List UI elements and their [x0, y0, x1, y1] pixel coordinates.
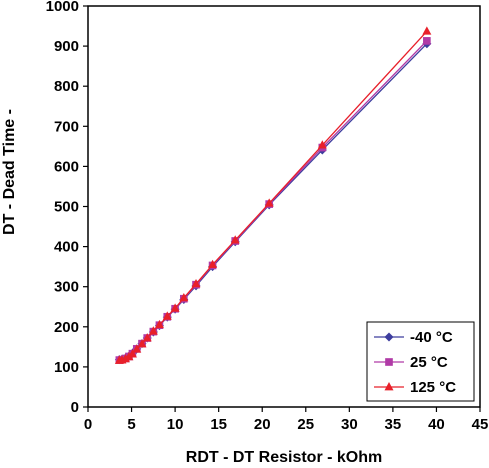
series-2 — [114, 26, 432, 364]
y-tick-label: 1000 — [46, 0, 79, 15]
data-point — [127, 349, 137, 358]
data-point — [191, 278, 201, 288]
x-tick-label: 30 — [341, 416, 358, 433]
legend-marker — [384, 382, 394, 391]
x-tick-label: 35 — [385, 416, 402, 433]
data-point — [142, 333, 152, 342]
y-tick-label: 200 — [54, 319, 79, 336]
y-tick-label: 500 — [54, 199, 79, 216]
x-tick-label: 40 — [428, 416, 445, 433]
data-point — [422, 26, 432, 35]
y-tick-label: 700 — [54, 118, 79, 135]
legend-item: 125 °C — [374, 379, 456, 396]
x-tick-label: 25 — [297, 416, 314, 433]
data-point — [264, 198, 274, 207]
legend-label: 25 °C — [410, 354, 448, 371]
x-axis: 0 5 10 15 20 25 30 35 40 45 — [84, 407, 489, 433]
legend-item: 25 °C — [374, 354, 448, 371]
legend: -40 °C 25 °C 125 °C — [366, 321, 475, 402]
y-tick-label: 600 — [54, 158, 79, 175]
data-point — [208, 259, 218, 269]
x-tick-label: 10 — [167, 416, 184, 433]
x-tick-label: 5 — [127, 416, 135, 433]
y-tick-label: 300 — [54, 279, 79, 296]
legend-marker — [385, 358, 393, 366]
data-point — [148, 326, 158, 335]
y-tick-label: 100 — [54, 359, 79, 376]
x-tick-label: 45 — [472, 416, 489, 433]
x-tick-label: 0 — [84, 416, 92, 433]
legend-label: 125 °C — [410, 379, 456, 396]
y-axis-title: DT - Dead Time - — [1, 109, 18, 235]
x-tick-label: 20 — [254, 416, 271, 433]
y-tick-label: 400 — [54, 239, 79, 256]
data-point — [162, 311, 172, 320]
data-point — [179, 292, 189, 302]
x-tick-label: 15 — [210, 416, 227, 433]
y-axis: 0 100 200 300 400 500 600 700 800 900 1000 — [46, 0, 88, 416]
data-point — [423, 37, 431, 45]
x-axis-title: RDT - DT Resistor - kOhm — [186, 449, 382, 466]
data-point — [132, 344, 142, 353]
data-point — [154, 319, 164, 329]
legend-label: -40 °C — [410, 329, 453, 346]
data-point — [137, 339, 147, 348]
y-tick-label: 800 — [54, 78, 79, 95]
legend-item: -40 °C — [374, 329, 453, 346]
data-point — [170, 303, 180, 312]
y-tick-label: 0 — [71, 399, 79, 416]
legend-marker — [384, 332, 394, 342]
series-layer — [114, 26, 432, 365]
data-point — [317, 140, 327, 149]
y-tick-label: 900 — [54, 38, 79, 55]
data-point — [230, 235, 240, 244]
